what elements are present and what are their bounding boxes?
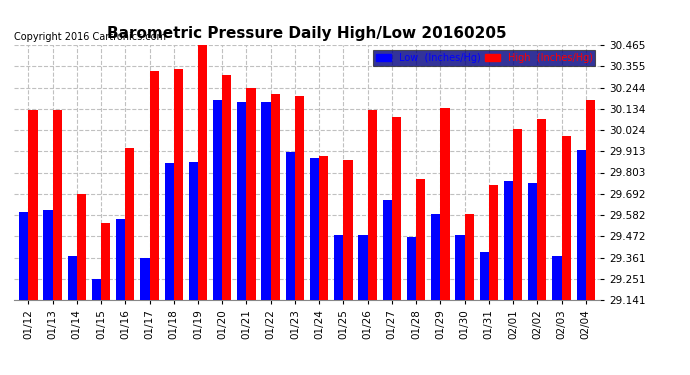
Bar (310, 158, 319, 300)
Bar (237, 102, 246, 300)
Bar (552, 256, 562, 300)
Bar (164, 164, 174, 300)
Bar (504, 181, 513, 300)
Bar (116, 219, 126, 300)
Legend: Low  (Inches/Hg), High  (Inches/Hg): Low (Inches/Hg), High (Inches/Hg) (373, 50, 595, 66)
Bar (52, 110, 62, 300)
Bar (43, 210, 52, 300)
Bar (174, 69, 183, 300)
Bar (586, 100, 595, 300)
Bar (319, 156, 328, 300)
Bar (270, 94, 280, 300)
Bar (222, 75, 231, 300)
Text: Copyright 2016 Cartronics.com: Copyright 2016 Cartronics.com (14, 33, 166, 42)
Bar (68, 256, 77, 300)
Bar (383, 200, 392, 300)
Bar (92, 279, 101, 300)
Bar (562, 136, 571, 300)
Bar (19, 211, 28, 300)
Bar (126, 148, 135, 300)
Bar (295, 96, 304, 300)
Bar (455, 235, 464, 300)
Bar (577, 150, 586, 300)
Bar (513, 129, 522, 300)
Title: Barometric Pressure Daily High/Low 20160205: Barometric Pressure Daily High/Low 20160… (107, 26, 507, 41)
Bar (150, 71, 159, 300)
Bar (480, 252, 489, 300)
Bar (77, 194, 86, 300)
Bar (358, 235, 368, 300)
Bar (344, 160, 353, 300)
Bar (392, 117, 401, 300)
Bar (538, 119, 546, 300)
Bar (489, 184, 498, 300)
Bar (464, 213, 474, 300)
Bar (528, 183, 538, 300)
Bar (334, 235, 344, 300)
Bar (286, 152, 295, 300)
Bar (416, 179, 425, 300)
Bar (407, 237, 416, 300)
Bar (440, 108, 450, 300)
Bar (101, 223, 110, 300)
Bar (262, 102, 270, 300)
Bar (28, 110, 37, 300)
Bar (213, 100, 222, 300)
Bar (198, 44, 207, 300)
Bar (431, 213, 440, 300)
Bar (368, 110, 377, 300)
Bar (140, 258, 150, 300)
Bar (246, 88, 256, 300)
Bar (189, 162, 198, 300)
